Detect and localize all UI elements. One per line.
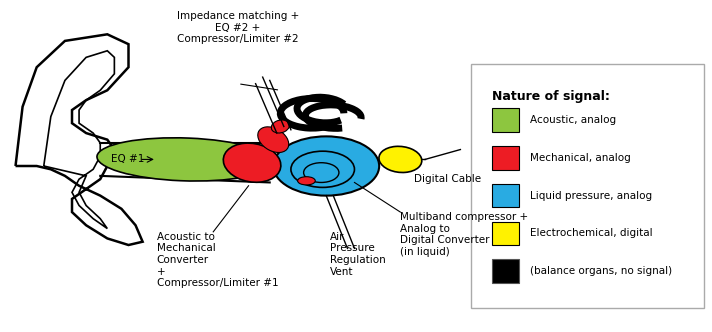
FancyBboxPatch shape bbox=[492, 184, 519, 208]
Text: Digital Cable: Digital Cable bbox=[414, 174, 481, 184]
Ellipse shape bbox=[271, 120, 289, 133]
Text: Acoustic to
Mechanical
Converter
+
Compressor/Limiter #1: Acoustic to Mechanical Converter + Compr… bbox=[157, 232, 278, 288]
Text: Impedance matching +
EQ #2 +
Compressor/Limiter #2: Impedance matching + EQ #2 + Compressor/… bbox=[177, 11, 299, 44]
Text: Air
Pressure
Regulation
Vent: Air Pressure Regulation Vent bbox=[330, 232, 385, 277]
Text: Mechanical, analog: Mechanical, analog bbox=[530, 153, 630, 163]
FancyBboxPatch shape bbox=[471, 64, 704, 307]
Text: Multiband compressor +
Analog to
Digital Converter
(in liquid): Multiband compressor + Analog to Digital… bbox=[400, 212, 528, 257]
FancyBboxPatch shape bbox=[492, 260, 519, 283]
Ellipse shape bbox=[273, 136, 379, 196]
Ellipse shape bbox=[258, 127, 289, 152]
Ellipse shape bbox=[224, 143, 281, 182]
Text: (balance organs, no signal): (balance organs, no signal) bbox=[530, 266, 671, 276]
Text: EQ #1: EQ #1 bbox=[111, 154, 145, 164]
FancyBboxPatch shape bbox=[492, 108, 519, 132]
Text: Acoustic, analog: Acoustic, analog bbox=[530, 115, 616, 125]
Text: Electrochemical, digital: Electrochemical, digital bbox=[530, 228, 652, 238]
FancyBboxPatch shape bbox=[492, 222, 519, 245]
Ellipse shape bbox=[379, 146, 422, 173]
Text: Liquid pressure, analog: Liquid pressure, analog bbox=[530, 191, 651, 201]
FancyBboxPatch shape bbox=[492, 146, 519, 170]
Text: Nature of signal:: Nature of signal: bbox=[492, 90, 610, 103]
Ellipse shape bbox=[298, 177, 315, 185]
Ellipse shape bbox=[97, 138, 273, 181]
